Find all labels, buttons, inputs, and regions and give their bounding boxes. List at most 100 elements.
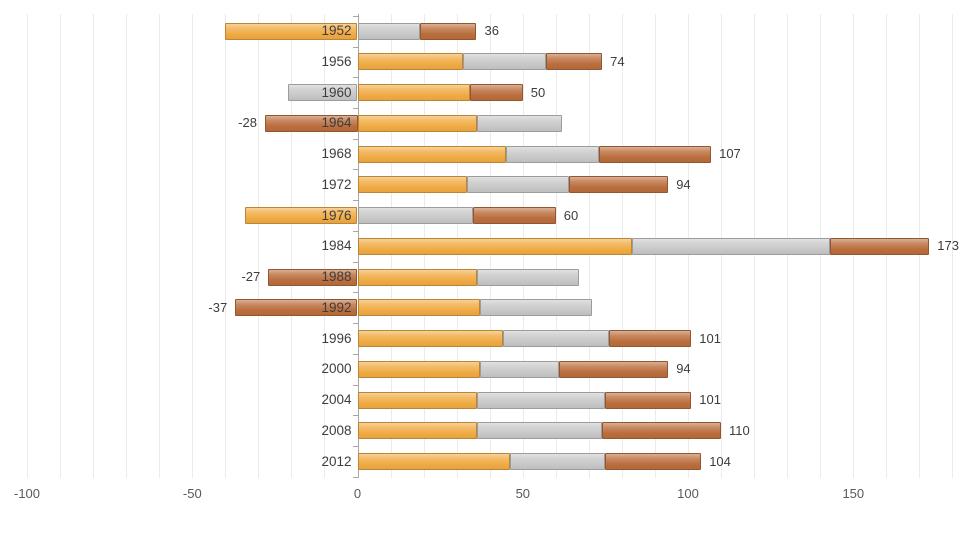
bar-segment-series-2-gray-1960[interactable] — [288, 84, 358, 102]
bar-segment-series-2-gray-2008[interactable] — [476, 422, 603, 440]
data-label-1956: 74 — [610, 53, 625, 69]
gridline — [291, 14, 293, 478]
bar-segment-series-1-orange-1952[interactable] — [225, 22, 358, 40]
data-label-1976: 60 — [563, 207, 579, 223]
bar-segment-series-2-gray-1984[interactable] — [631, 237, 831, 255]
bar-segment-series-1-orange-1972[interactable] — [357, 176, 467, 194]
bar-segment-series-3-brown-1952[interactable] — [420, 22, 477, 40]
category-label-1984: 1984 — [321, 238, 352, 254]
bar-segment-series-1-orange-1960[interactable] — [357, 84, 470, 102]
value-axis-label-0: 0 — [353, 486, 362, 501]
bar-segment-series-2-gray-1992[interactable] — [479, 299, 593, 317]
gridline — [192, 14, 194, 478]
bar-segment-series-3-brown-1964[interactable] — [265, 114, 358, 132]
data-label-2008: 110 — [729, 422, 750, 438]
category-label-1976: 1976 — [321, 207, 352, 223]
bar-segment-series-3-brown-1960[interactable] — [469, 84, 523, 102]
category-axis-tick — [353, 169, 358, 171]
bar-segment-series-3-brown-1968[interactable] — [598, 145, 712, 163]
bar-segment-series-1-orange-1996[interactable] — [357, 330, 503, 348]
gridline — [258, 14, 260, 478]
gridline — [324, 14, 326, 478]
category-label-1972: 1972 — [321, 176, 352, 192]
bar-segment-series-1-orange-1976[interactable] — [245, 207, 358, 225]
category-label-2004: 2004 — [321, 392, 352, 408]
bar-segment-series-1-orange-2008[interactable] — [357, 422, 477, 440]
category-label-1952: 1952 — [321, 23, 352, 39]
bar-segment-series-1-orange-1968[interactable] — [357, 145, 507, 163]
category-label-2008: 2008 — [321, 422, 352, 438]
value-axis-label-150: 150 — [842, 486, 865, 501]
category-axis-tick — [353, 292, 358, 294]
data-label-1996: 101 — [699, 330, 721, 346]
value-axis-label-50: 50 — [515, 486, 531, 501]
value-axis-label--50: -50 — [182, 486, 202, 501]
data-label-2004: 101 — [699, 392, 721, 408]
bar-segment-series-3-brown-1972[interactable] — [569, 176, 669, 194]
data-label-1972: 94 — [676, 176, 691, 192]
category-axis-tick — [353, 476, 358, 478]
category-label-1968: 1968 — [321, 146, 352, 162]
bar-segment-series-2-gray-1996[interactable] — [502, 330, 609, 348]
bar-segment-series-1-orange-2004[interactable] — [357, 391, 477, 409]
bar-segment-series-2-gray-1956[interactable] — [463, 53, 546, 71]
category-axis-tick — [353, 77, 358, 79]
bar-segment-series-2-gray-2004[interactable] — [476, 391, 606, 409]
category-axis-tick — [353, 46, 358, 48]
category-axis-tick — [353, 384, 358, 386]
bar-segment-series-1-orange-1964[interactable] — [357, 114, 477, 132]
data-label-1992: -37 — [208, 299, 228, 315]
data-label-2012: 104 — [709, 453, 731, 469]
category-axis-tick — [353, 446, 358, 448]
bar-segment-series-3-brown-1988[interactable] — [268, 268, 358, 286]
bar-segment-series-2-gray-1964[interactable] — [476, 114, 563, 132]
data-label-1968: 107 — [719, 146, 741, 162]
bar-segment-series-3-brown-1956[interactable] — [545, 53, 603, 71]
category-axis-tick — [353, 415, 358, 417]
gridline — [952, 14, 954, 478]
category-label-1988: 1988 — [321, 269, 352, 285]
bar-segment-series-1-orange-2012[interactable] — [357, 453, 510, 471]
bar-segment-series-2-gray-1988[interactable] — [476, 268, 579, 286]
gridline — [27, 14, 28, 478]
bar-segment-series-1-orange-1992[interactable] — [357, 299, 480, 317]
gridline — [60, 14, 62, 478]
category-axis-tick — [353, 200, 358, 202]
bar-segment-series-1-orange-1984[interactable] — [357, 237, 632, 255]
bar-segment-series-3-brown-1984[interactable] — [830, 237, 930, 255]
data-label-1960: 50 — [530, 84, 546, 100]
gridline — [225, 14, 227, 478]
data-label-1964: -28 — [238, 115, 257, 131]
bar-segment-series-1-orange-2000[interactable] — [357, 360, 480, 378]
category-label-1964: 1964 — [321, 115, 352, 131]
category-axis-tick — [353, 138, 358, 140]
bar-segment-series-1-orange-1988[interactable] — [357, 268, 477, 286]
data-label-1952: 36 — [484, 23, 499, 39]
value-axis-label-100: 100 — [677, 486, 699, 501]
bar-segment-series-2-gray-1976[interactable] — [357, 207, 474, 225]
bar-segment-series-2-gray-1952[interactable] — [357, 22, 421, 40]
bar-segment-series-2-gray-2012[interactable] — [509, 453, 606, 471]
category-label-2012: 2012 — [321, 453, 352, 469]
bar-segment-series-2-gray-1972[interactable] — [466, 176, 570, 194]
bar-segment-series-2-gray-1968[interactable] — [506, 145, 599, 163]
data-label-1984: 173 — [937, 238, 959, 254]
data-label-1988: -27 — [241, 269, 261, 285]
category-label-1960: 1960 — [321, 84, 352, 100]
category-axis-tick — [353, 108, 358, 109]
bar-segment-series-1-orange-1956[interactable] — [357, 53, 464, 71]
bar-segment-series-3-brown-2008[interactable] — [602, 422, 722, 440]
bar-segment-series-3-brown-1992[interactable] — [235, 299, 358, 317]
bar-segment-series-3-brown-1976[interactable] — [473, 207, 556, 225]
category-axis-tick — [353, 353, 358, 355]
bar-segment-series-3-brown-2012[interactable] — [605, 453, 702, 471]
bar-segment-series-3-brown-1996[interactable] — [608, 330, 692, 348]
gridline — [159, 14, 161, 478]
data-label-2000: 94 — [676, 361, 691, 377]
bar-segment-series-2-gray-2000[interactable] — [479, 360, 560, 378]
category-axis-tick — [353, 15, 358, 17]
gridline — [126, 14, 128, 478]
bar-segment-series-3-brown-2004[interactable] — [605, 391, 692, 409]
bar-segment-series-3-brown-2000[interactable] — [559, 360, 669, 378]
category-label-2000: 2000 — [321, 361, 352, 377]
